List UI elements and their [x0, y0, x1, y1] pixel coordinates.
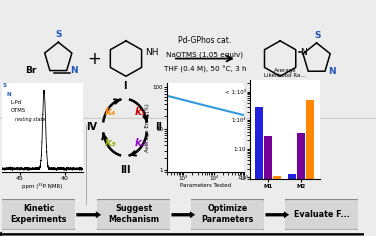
- Text: OTMS: OTMS: [11, 108, 26, 113]
- Text: N: N: [70, 66, 78, 75]
- Text: N: N: [300, 48, 306, 57]
- Text: k₄: k₄: [104, 107, 115, 117]
- Text: Pd-GPhos cat.: Pd-GPhos cat.: [178, 36, 232, 45]
- Text: k₁: k₁: [135, 107, 146, 117]
- Text: THF (0.4 M), 50 °C, 3 h: THF (0.4 M), 50 °C, 3 h: [164, 66, 246, 73]
- Text: k₃: k₃: [104, 138, 115, 148]
- Text: I: I: [123, 80, 127, 91]
- Text: L-Pd: L-Pd: [11, 100, 22, 105]
- Text: S: S: [314, 31, 321, 40]
- FancyBboxPatch shape: [0, 199, 77, 230]
- Text: NH: NH: [146, 48, 159, 57]
- Text: S: S: [3, 83, 7, 88]
- Text: Optimize
Parameters: Optimize Parameters: [202, 204, 254, 224]
- Text: II: II: [155, 122, 162, 132]
- Text: +: +: [87, 50, 101, 67]
- Text: N: N: [6, 92, 11, 97]
- Title: Average
Likelihood Ra...: Average Likelihood Ra...: [264, 68, 306, 78]
- Text: NaOTMS (1.05 equiv): NaOTMS (1.05 equiv): [167, 51, 243, 58]
- Text: Suggest
Mechanism: Suggest Mechanism: [108, 204, 159, 224]
- Text: Kinetic
Experiments: Kinetic Experiments: [10, 204, 67, 224]
- FancyBboxPatch shape: [96, 199, 172, 230]
- Bar: [273, 176, 281, 236]
- Bar: [297, 133, 305, 236]
- Text: resting state: resting state: [15, 117, 45, 122]
- Text: IV: IV: [86, 122, 97, 132]
- Text: Evaluate F...: Evaluate F...: [294, 210, 350, 219]
- Bar: [288, 174, 296, 236]
- Text: N: N: [329, 67, 336, 76]
- Text: S: S: [56, 30, 62, 39]
- Text: k₂: k₂: [135, 138, 146, 148]
- Y-axis label: Average Error (%): Average Error (%): [145, 103, 150, 152]
- Bar: [264, 136, 272, 236]
- Text: Br: Br: [26, 66, 37, 75]
- Text: III: III: [120, 165, 130, 175]
- X-axis label: ppm (³¹P NMR): ppm (³¹P NMR): [22, 183, 62, 189]
- FancyBboxPatch shape: [190, 199, 266, 230]
- X-axis label: Parameters Tested: Parameters Tested: [180, 183, 231, 188]
- Bar: [255, 107, 263, 236]
- FancyBboxPatch shape: [284, 199, 360, 230]
- Bar: [306, 100, 314, 236]
